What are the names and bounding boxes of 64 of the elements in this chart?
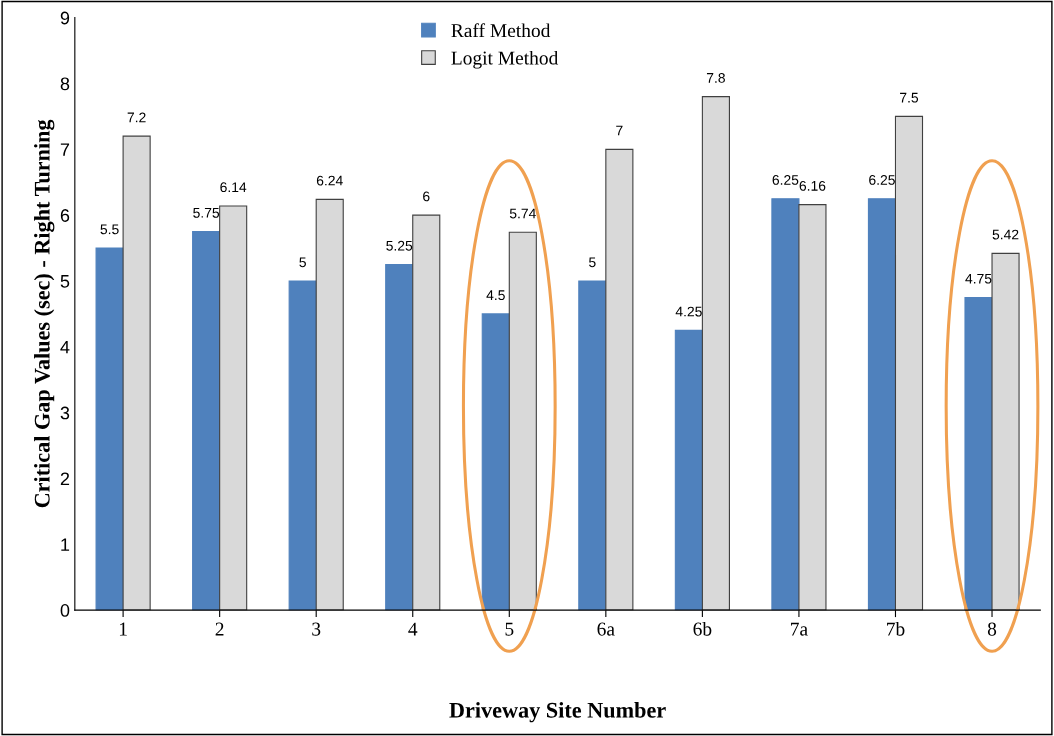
data-label: 5.75 [193,208,220,218]
x-tick-label: 7b [887,621,905,636]
y-tick-label: 9 [60,11,70,25]
x-axis-title: Driveway Site Number [449,702,666,723]
data-label: 6 [423,191,430,202]
bar [288,280,317,611]
data-label: 7 [616,125,623,136]
bar [798,204,827,611]
bar [481,313,510,611]
data-label: 5.5 [100,224,119,235]
data-label: 6.24 [316,175,343,186]
x-tick-label: 3 [312,622,321,636]
y-tick-label: 4 [60,340,70,354]
bar [122,135,151,611]
bar [219,205,248,611]
y-tick-label: 0 [60,604,70,617]
data-label: 5.74 [509,208,536,219]
data-label: 7.8 [706,72,725,83]
x-tick-label: 5 [505,622,514,636]
bar [771,198,800,611]
data-label: 6.16 [799,180,826,191]
bar [867,198,897,611]
legend-label: Logit Method [451,50,559,69]
bar [95,247,124,611]
data-label: 4.25 [675,306,702,317]
x-tick-label: 2 [215,622,224,636]
data-label: 6.14 [220,182,247,193]
data-label: 7.5 [900,92,919,103]
data-label: 5 [299,257,306,268]
y-tick-label: 8 [60,77,70,91]
bar [508,231,537,611]
bar [578,280,607,611]
bar [192,231,221,611]
data-label: 5.25 [386,240,413,251]
x-tick-label: 4 [408,622,418,636]
x-tick-label: 8 [987,622,997,636]
data-label: 6.25 [869,175,895,185]
bar [964,296,993,611]
y-tick-label: 7 [60,143,70,156]
data-label: 7.2 [127,112,146,123]
bar [991,252,1020,611]
bar [412,214,441,611]
x-tick-label: 6b [693,621,712,636]
bar [315,198,344,611]
data-label: 4.5 [486,290,505,301]
y-axis-title: Critical Gap Values (sec) - Right Turning [34,119,55,508]
data-label: 6.25 [772,175,799,185]
bar [701,96,730,611]
bar [894,115,924,611]
x-tick-label: 6a [597,622,615,636]
x-tick-label: 1 [119,622,127,636]
data-label: 5.42 [992,229,1019,240]
data-label: 4.75 [965,273,992,284]
y-tick-label: 5 [60,275,70,288]
bar [605,148,634,611]
y-tick-label: 2 [60,472,70,486]
bar [674,329,703,611]
bar [385,263,414,611]
y-tick-label: 6 [60,209,70,222]
legend-label: Raff Method [451,23,551,38]
x-tick-label: 7a [791,622,808,636]
y-tick-label: 3 [60,406,70,420]
y-tick-label: 1 [61,538,70,551]
data-label: 5 [589,257,596,268]
